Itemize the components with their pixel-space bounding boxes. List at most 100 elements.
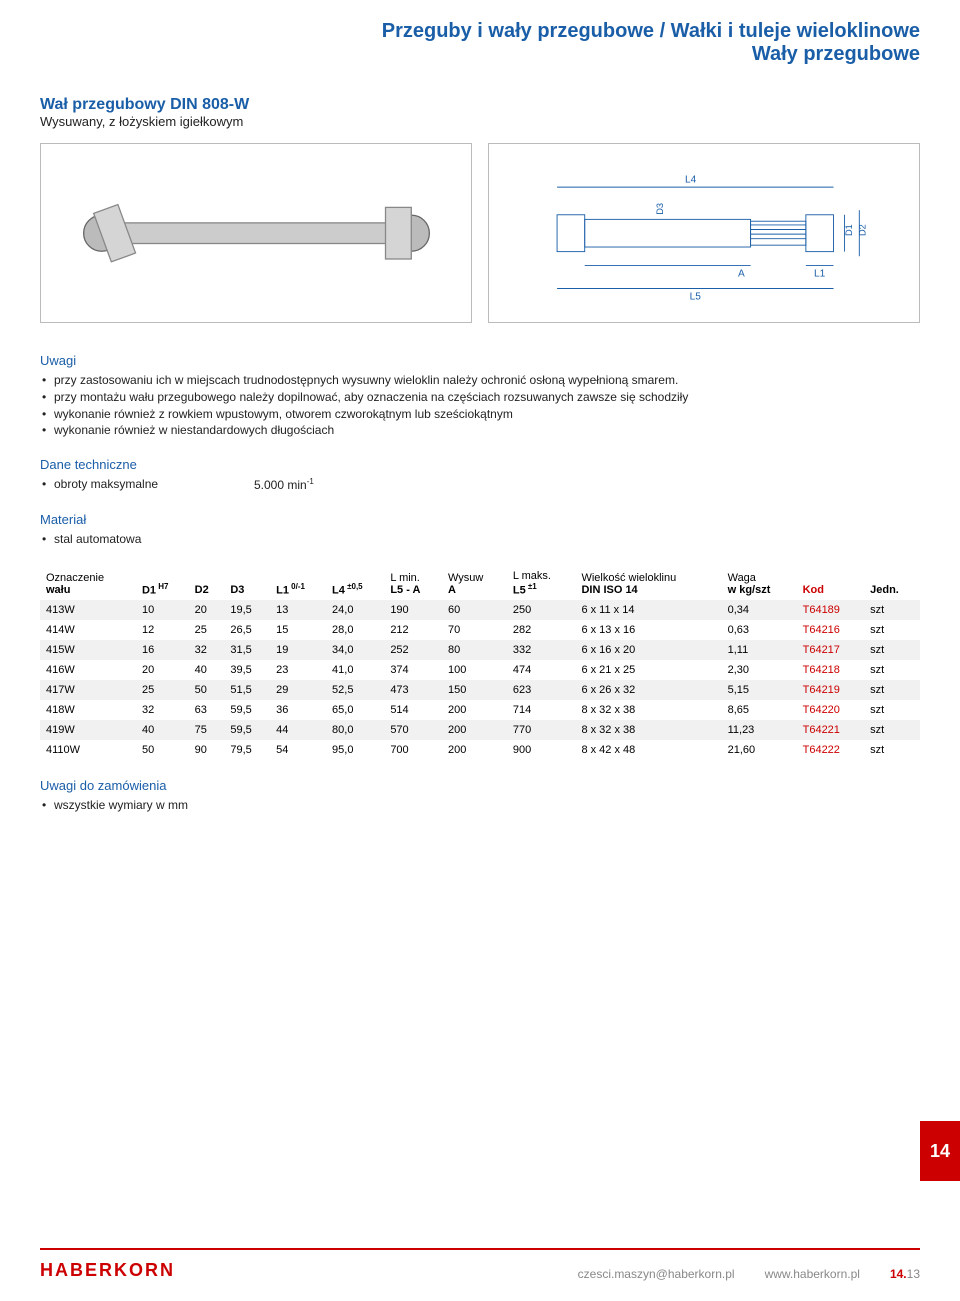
table-cell: 20 <box>189 600 225 620</box>
table-cell: 32 <box>136 700 189 720</box>
table-cell: 8,65 <box>722 700 797 720</box>
notes-item: wykonanie również z rowkiem wpustowym, o… <box>40 406 920 423</box>
table-cell: 332 <box>507 640 576 660</box>
table-cell: 75 <box>189 720 225 740</box>
table-cell: 15 <box>270 620 326 640</box>
table-cell: 8 x 32 x 38 <box>575 720 721 740</box>
table-cell: 0,34 <box>722 600 797 620</box>
notes-item: przy zastosowaniu ich w miejscach trudno… <box>40 372 920 389</box>
table-cell: 44 <box>270 720 326 740</box>
table-header: L min.L5 - A <box>384 566 442 601</box>
table-cell: 95,0 <box>326 740 384 760</box>
table-row: 413W102019,51324,0190602506 x 11 x 140,3… <box>40 600 920 620</box>
material-title: Materiał <box>40 512 920 527</box>
table-cell: 250 <box>507 600 576 620</box>
table-cell: 65,0 <box>326 700 384 720</box>
table-cell: 23 <box>270 660 326 680</box>
table-row: 4110W509079,55495,07002009008 x 42 x 482… <box>40 740 920 760</box>
table-cell: 13 <box>270 600 326 620</box>
table-cell: szt <box>864 620 920 640</box>
table-cell: 374 <box>384 660 442 680</box>
table-cell: 60 <box>442 600 507 620</box>
table-cell: 200 <box>442 740 507 760</box>
table-cell: T64222 <box>797 740 865 760</box>
table-cell: 90 <box>189 740 225 760</box>
table-cell: 150 <box>442 680 507 700</box>
dim-l1: L1 <box>814 268 826 279</box>
notes-list: przy zastosowaniu ich w miejscach trudno… <box>40 372 920 439</box>
table-cell: 36 <box>270 700 326 720</box>
table-cell: 50 <box>189 680 225 700</box>
material-item: stal automatowa <box>40 531 920 548</box>
table-cell: 6 x 21 x 25 <box>575 660 721 680</box>
table-cell: 200 <box>442 720 507 740</box>
table-cell: 700 <box>384 740 442 760</box>
table-cell: szt <box>864 720 920 740</box>
table-cell: T64218 <box>797 660 865 680</box>
section-tab: 14 <box>920 1121 960 1181</box>
footer-email: czesci.maszyn@haberkorn.pl <box>578 1267 735 1281</box>
table-cell: 31,5 <box>224 640 270 660</box>
table-cell: 6 x 11 x 14 <box>575 600 721 620</box>
order-notes-item: wszystkie wymiary w mm <box>40 797 920 814</box>
table-cell: 32 <box>189 640 225 660</box>
table-cell: 8 x 32 x 38 <box>575 700 721 720</box>
header-category: Przeguby i wały przegubowe / Wałki i tul… <box>40 20 920 43</box>
table-cell: 6 x 16 x 20 <box>575 640 721 660</box>
table-cell: 6 x 26 x 32 <box>575 680 721 700</box>
table-header: Wagaw kg/szt <box>722 566 797 601</box>
table-cell: 570 <box>384 720 442 740</box>
table-cell: 25 <box>136 680 189 700</box>
table-cell: 70 <box>442 620 507 640</box>
table-row: 414W122526,51528,0212702826 x 13 x 160,6… <box>40 620 920 640</box>
table-cell: T64217 <box>797 640 865 660</box>
dim-d1: D1 <box>843 224 853 236</box>
rpm-label: obroty maksymalne <box>54 476 254 494</box>
tech-item: obroty maksymalne 5.000 min-1 <box>40 476 920 494</box>
table-cell: T64221 <box>797 720 865 740</box>
table-cell: 1,11 <box>722 640 797 660</box>
dim-l4: L4 <box>685 174 697 185</box>
table-cell: 418W <box>40 700 136 720</box>
table-cell: 200 <box>442 700 507 720</box>
order-notes-title: Uwagi do zamówienia <box>40 778 920 793</box>
notes-item: wykonanie również w niestandardowych dłu… <box>40 422 920 439</box>
table-cell: 623 <box>507 680 576 700</box>
table-cell: 514 <box>384 700 442 720</box>
table-header: D2 <box>189 566 225 601</box>
table-row: 416W204039,52341,03741004746 x 21 x 252,… <box>40 660 920 680</box>
table-cell: 59,5 <box>224 720 270 740</box>
table-cell: 16 <box>136 640 189 660</box>
table-cell: 4110W <box>40 740 136 760</box>
table-cell: 474 <box>507 660 576 680</box>
page-number: 14.13 <box>890 1267 920 1281</box>
table-header: Oznaczeniewału <box>40 566 136 601</box>
table-cell: T64189 <box>797 600 865 620</box>
table-cell: 10 <box>136 600 189 620</box>
table-cell: 5,15 <box>722 680 797 700</box>
table-cell: szt <box>864 680 920 700</box>
table-cell: 417W <box>40 680 136 700</box>
table-cell: 473 <box>384 680 442 700</box>
technical-drawing: L4 A L1 L5 D3 D1 D2 <box>511 162 898 304</box>
table-cell: 415W <box>40 640 136 660</box>
table-cell: 212 <box>384 620 442 640</box>
table-cell: 41,0 <box>326 660 384 680</box>
dim-a: A <box>737 268 744 279</box>
technical-drawing-panel: L4 A L1 L5 D3 D1 D2 <box>488 143 920 323</box>
table-cell: 79,5 <box>224 740 270 760</box>
table-cell: 252 <box>384 640 442 660</box>
spec-table: Oznaczeniewału D1 H7 D2 D3 L1 0/-1 L4 ±0… <box>40 566 920 761</box>
table-cell: 413W <box>40 600 136 620</box>
dim-d3: D3 <box>655 203 665 215</box>
notes-title: Uwagi <box>40 353 920 368</box>
table-cell: 39,5 <box>224 660 270 680</box>
table-row: 418W326359,53665,05142007148 x 32 x 388,… <box>40 700 920 720</box>
table-cell: szt <box>864 700 920 720</box>
table-header: Kod <box>797 566 865 601</box>
product-subtitle: Wysuwany, z łożyskiem igiełkowym <box>40 114 920 129</box>
table-cell: 190 <box>384 600 442 620</box>
table-row: 417W255051,52952,54731506236 x 26 x 325,… <box>40 680 920 700</box>
product-title: Wał przegubowy DIN 808-W <box>40 96 920 114</box>
table-cell: 59,5 <box>224 700 270 720</box>
